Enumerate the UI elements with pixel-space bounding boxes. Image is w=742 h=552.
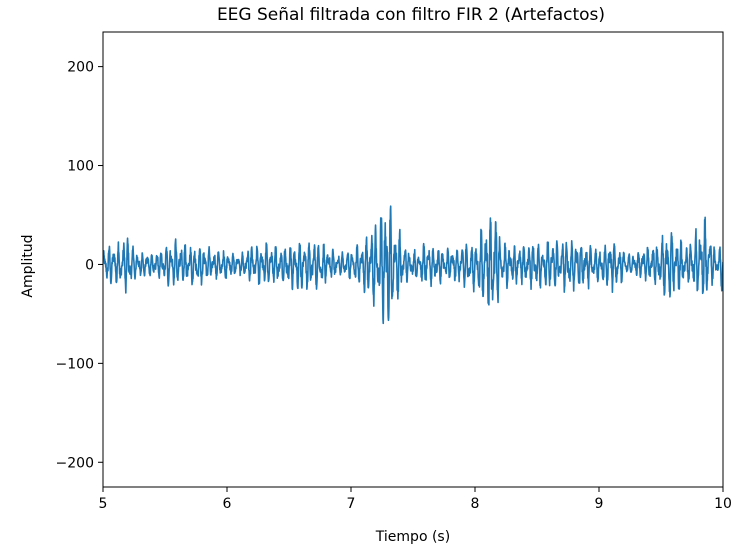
signal-layer	[103, 205, 723, 325]
y-tick-label: 100	[67, 159, 94, 175]
eeg-signal-line	[103, 205, 723, 325]
y-tick-label: −200	[56, 455, 94, 471]
x-tick-label: 10	[714, 496, 732, 512]
x-tick-label: 5	[99, 496, 108, 512]
x-tick-label: 7	[347, 496, 356, 512]
chart-title: EEG Señal filtrada con filtro FIR 2 (Art…	[217, 5, 605, 25]
x-tick-label: 8	[471, 496, 480, 512]
plot-frame	[102, 31, 724, 488]
y-tick-label: 200	[67, 60, 94, 76]
x-axis-label: Tiempo (s)	[375, 529, 450, 545]
y-tick-label: 0	[85, 257, 94, 273]
x-tick-label: 6	[223, 496, 232, 512]
y-axis: −200 −100 0 100 200	[56, 60, 103, 471]
x-tick-label: 9	[595, 496, 604, 512]
y-axis-label: Amplitud	[20, 234, 36, 297]
y-tick-label: −100	[56, 356, 94, 372]
x-axis: 5 6 7 8 9 10	[99, 487, 732, 512]
